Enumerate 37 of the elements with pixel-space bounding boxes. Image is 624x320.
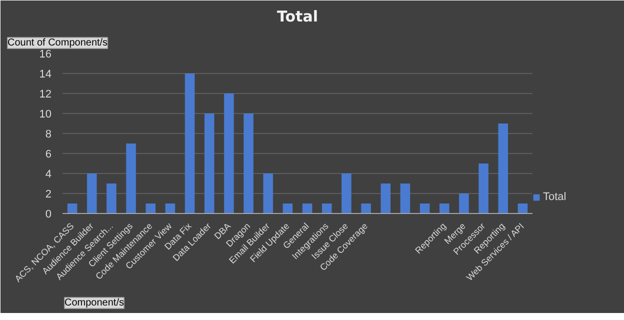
- bar: [67, 204, 78, 214]
- bar: [204, 114, 214, 214]
- bar: [126, 144, 136, 214]
- bar: [184, 74, 195, 214]
- y-tick-label: 16: [39, 48, 52, 60]
- bar: [518, 204, 528, 214]
- chart-title: Total: [277, 8, 318, 26]
- y-tick-label: 14: [39, 68, 52, 80]
- bar: [263, 174, 274, 214]
- bar: [459, 194, 469, 214]
- y-tick-label: 0: [45, 208, 52, 220]
- bar: [282, 204, 293, 214]
- bar: [478, 164, 488, 214]
- bar: [380, 184, 391, 214]
- bar: [498, 124, 508, 214]
- bar: [302, 204, 312, 214]
- bar: [361, 204, 371, 214]
- y-tick-label: 8: [45, 128, 52, 140]
- bar: [146, 204, 156, 214]
- y-tick-label: 4: [45, 168, 52, 180]
- bar: [420, 204, 430, 214]
- bar: [439, 204, 450, 214]
- y-tick-label: 10: [39, 108, 52, 120]
- bar: [342, 174, 352, 214]
- bar: [322, 204, 332, 214]
- bar: [224, 94, 234, 214]
- legend-label: Total: [543, 191, 566, 203]
- text: Count of Component/s: [8, 38, 108, 48]
- bar: [106, 184, 116, 214]
- y-tick-label: 12: [39, 88, 52, 100]
- bar: [165, 204, 176, 214]
- y-tick-label: 2: [45, 188, 52, 200]
- text: Component/s: [64, 298, 124, 308]
- bar: [86, 174, 97, 214]
- bar: [400, 184, 410, 214]
- bar: [244, 114, 254, 214]
- y-tick-label: 6: [45, 148, 52, 160]
